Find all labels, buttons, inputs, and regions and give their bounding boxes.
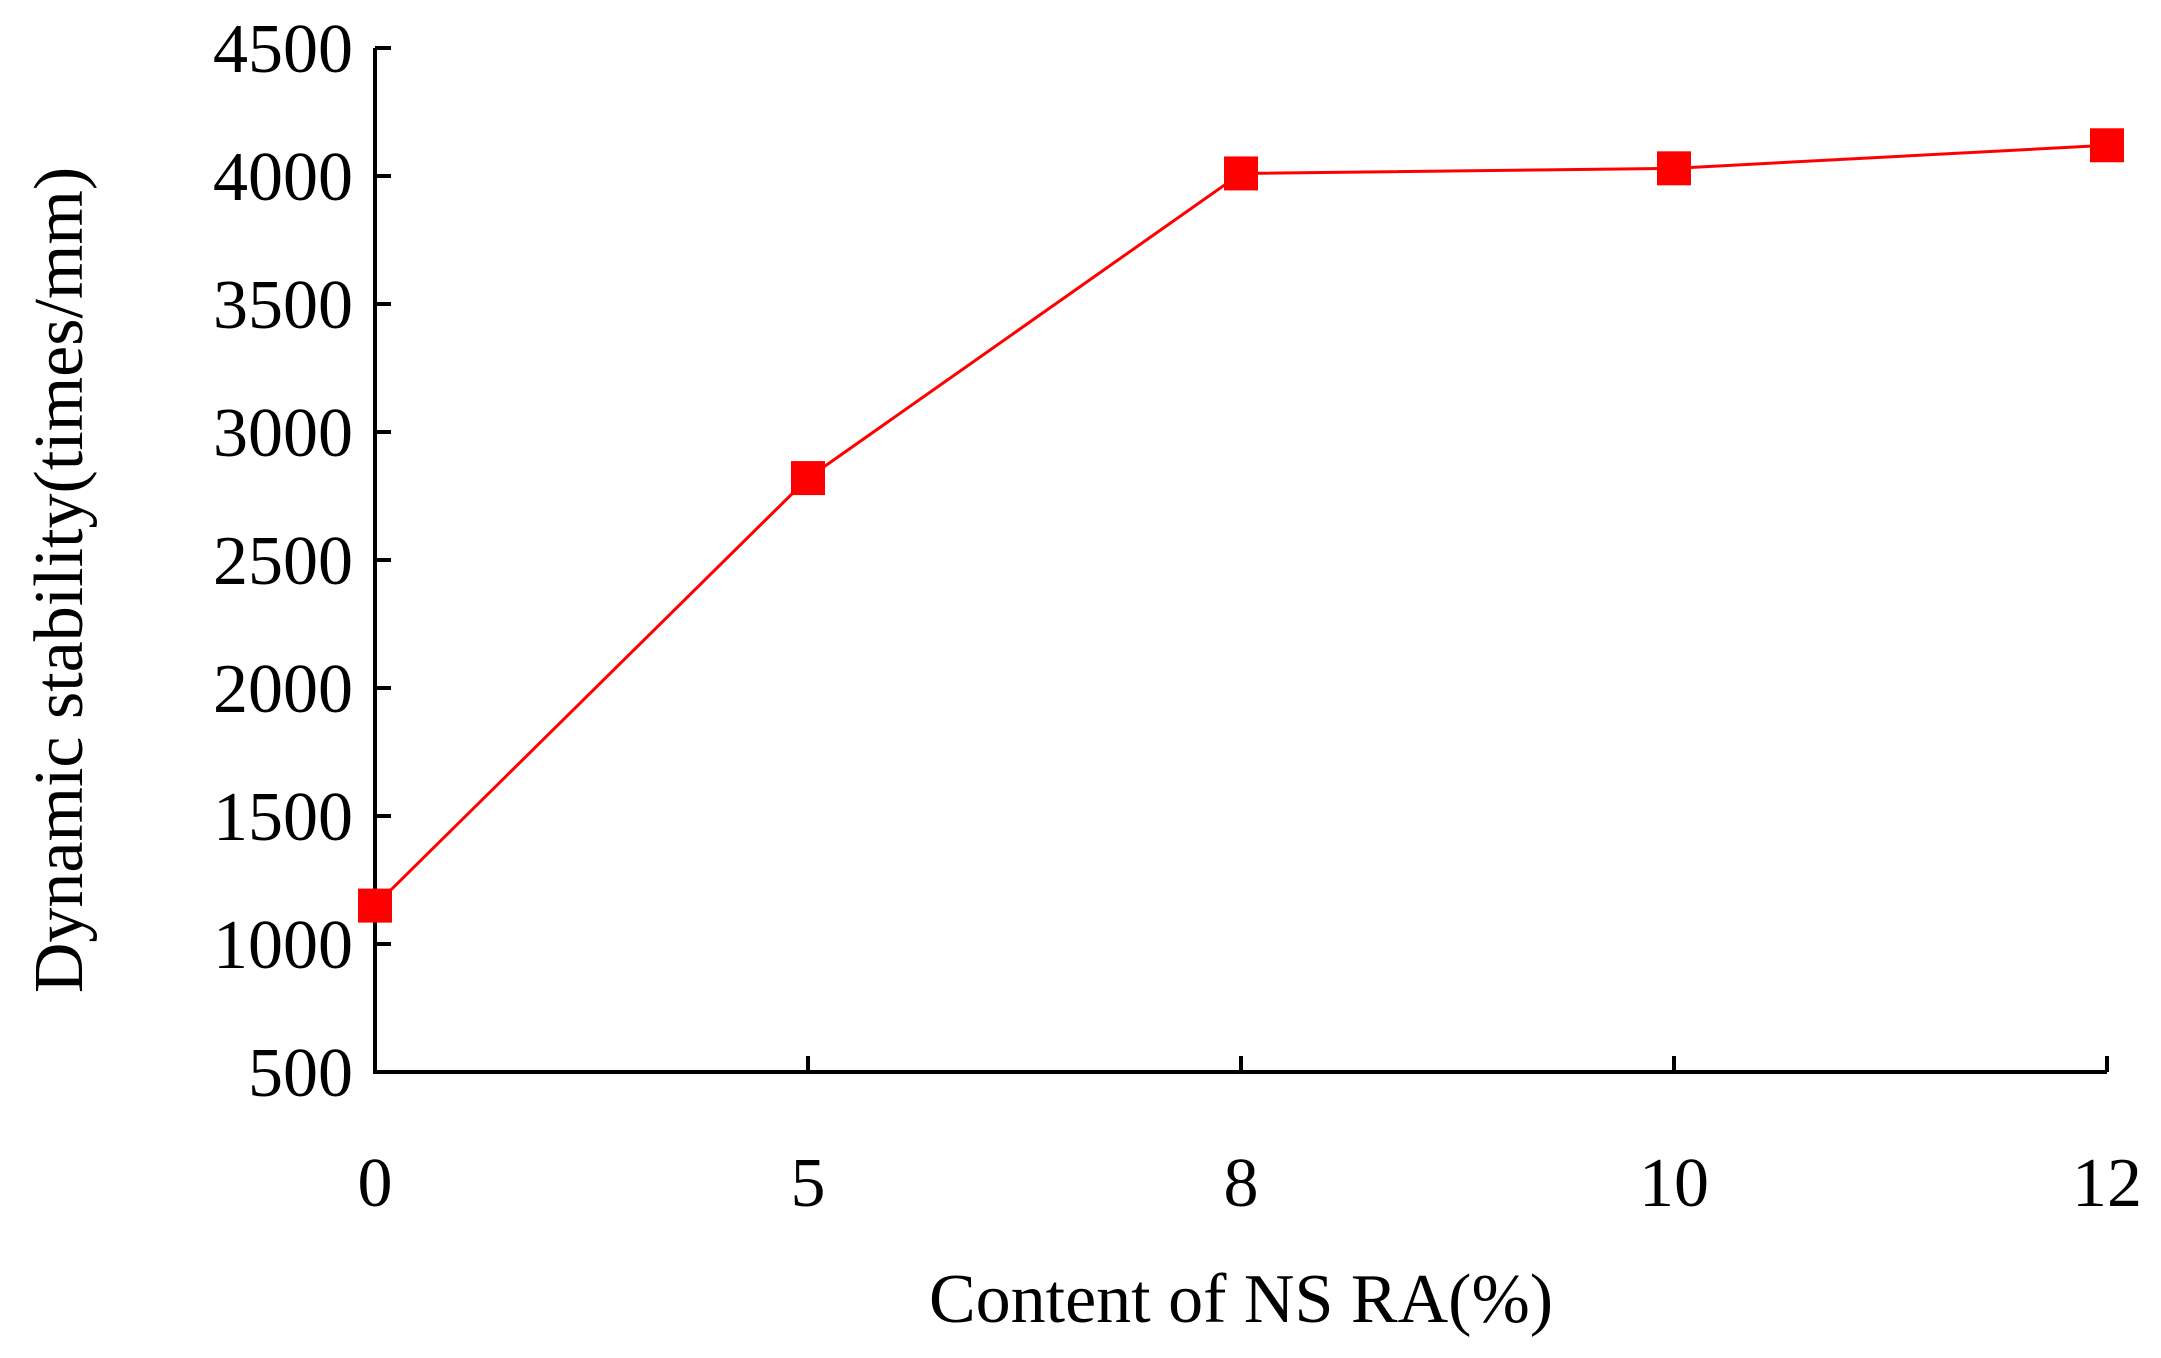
y-tick-label: 3000: [213, 395, 353, 472]
y-tick-label: 500: [248, 1035, 353, 1112]
x-tick-label: 8: [1224, 1145, 1259, 1222]
data-point-marker: [791, 461, 825, 496]
x-axis-title: Content of NS RA(%): [929, 1261, 1553, 1338]
x-axis-ticks: 0 5 8 10 12: [358, 1056, 2142, 1222]
y-tick-label: 1000: [213, 907, 353, 984]
axes: [373, 48, 2107, 1074]
x-tick-label: 5: [791, 1145, 826, 1222]
axis-lines: [373, 48, 2107, 1074]
data-point-marker: [358, 888, 392, 923]
y-axis-title: Dynamic stability(times/mm): [21, 167, 98, 993]
x-tick-label: 12: [2072, 1145, 2142, 1222]
series-layer: [358, 128, 2124, 923]
y-tick-label: 3500: [213, 267, 353, 344]
y-tick-label: 4000: [213, 139, 353, 216]
series-line: [373, 143, 2108, 907]
data-point-marker: [1224, 156, 1258, 191]
y-tick-label: 2500: [213, 523, 353, 600]
data-point-marker: [1657, 151, 1691, 186]
y-tick-label: 4500: [213, 11, 353, 88]
y-tick-label: 2000: [213, 651, 353, 728]
data-point-marker: [2090, 128, 2124, 163]
x-tick-label: 10: [1639, 1145, 1709, 1222]
y-axis-ticks: 500 1000 1500 2000 2500 3000 3500 4000 4500: [213, 11, 391, 1112]
x-tick-label: 0: [358, 1145, 393, 1222]
y-tick-label: 1500: [213, 779, 353, 856]
